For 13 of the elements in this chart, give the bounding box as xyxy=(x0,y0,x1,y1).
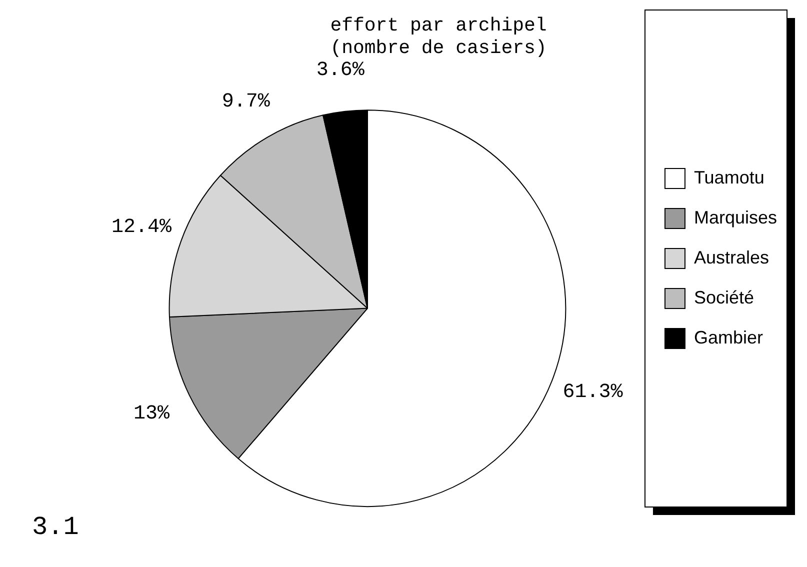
legend-label: Marquises xyxy=(694,207,777,228)
legend-label: Société xyxy=(694,287,754,308)
data-label: 12.4% xyxy=(111,216,172,240)
legend-label: Gambier xyxy=(694,327,763,348)
text: (nombre de casiers) xyxy=(330,37,547,60)
data-label: 9.7% xyxy=(222,90,271,114)
legend-label: Australes xyxy=(694,247,770,268)
data-label: 3.6% xyxy=(316,58,366,82)
text: 3.1 xyxy=(32,512,79,542)
legend-label: Tuamotu xyxy=(694,167,764,188)
data-label: 13% xyxy=(133,402,170,426)
chart-title: effort par archipel xyxy=(330,14,547,36)
data-label: 61.3% xyxy=(562,381,624,404)
